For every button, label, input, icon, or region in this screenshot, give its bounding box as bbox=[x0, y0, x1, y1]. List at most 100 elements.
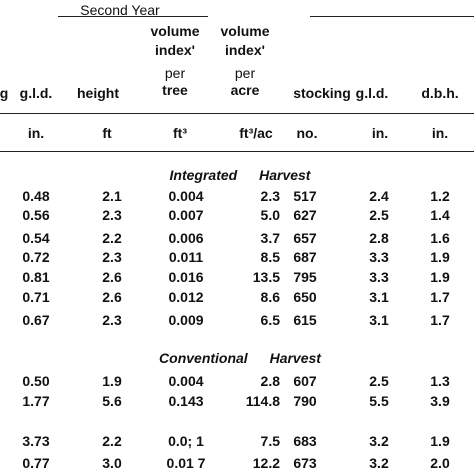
cell: 3.1 bbox=[369, 289, 389, 305]
cell: 0.50 bbox=[22, 373, 50, 389]
cell: 650 bbox=[293, 289, 317, 305]
cell: 657 bbox=[293, 230, 317, 246]
cell: 2.3 bbox=[102, 249, 122, 265]
column-header: g.l.d. bbox=[355, 85, 389, 101]
column-header: volume bbox=[150, 23, 200, 39]
column-header: volume bbox=[220, 23, 270, 39]
cell: 3.73 bbox=[22, 433, 50, 449]
cell: 2.3 bbox=[102, 207, 122, 223]
unit-label: in. bbox=[431, 125, 449, 141]
column-header: per bbox=[234, 65, 256, 81]
column-header: per bbox=[164, 65, 186, 81]
cell: 0.009 bbox=[168, 312, 204, 328]
column-header: tree bbox=[162, 82, 188, 98]
cell: 0.007 bbox=[168, 207, 204, 223]
cell: 2.8 bbox=[369, 230, 389, 246]
rule bbox=[310, 16, 474, 17]
cell: 0.56 bbox=[22, 207, 50, 223]
cell: 3.2 bbox=[369, 433, 389, 449]
unit-label: ft bbox=[102, 125, 112, 141]
cell: 5.0 bbox=[260, 207, 280, 223]
cell: 5.5 bbox=[369, 393, 389, 409]
cell: 1.9 bbox=[102, 373, 122, 389]
cell: 2.5 bbox=[369, 207, 389, 223]
cell: 2.5 bbox=[369, 373, 389, 389]
cell: 5.6 bbox=[102, 393, 122, 409]
column-header: stocking bbox=[293, 85, 351, 101]
cell: 1.4 bbox=[430, 207, 450, 223]
cell: 0.48 bbox=[22, 188, 50, 204]
rule bbox=[0, 113, 474, 114]
cell: 2.0 bbox=[430, 455, 450, 471]
cell: 607 bbox=[293, 373, 317, 389]
cell: 0.006 bbox=[168, 230, 204, 246]
cell: 1.77 bbox=[22, 393, 50, 409]
cell: 3.3 bbox=[369, 249, 389, 265]
cell: 13.5 bbox=[252, 269, 280, 285]
cell: 0.004 bbox=[168, 188, 204, 204]
unit-label: ft³/ac bbox=[239, 125, 273, 141]
cell: 2.6 bbox=[102, 289, 122, 305]
cell: 1.6 bbox=[430, 230, 450, 246]
cell: 8.6 bbox=[260, 289, 280, 305]
column-header: index' bbox=[155, 42, 195, 58]
cell: 687 bbox=[293, 249, 317, 265]
cell: 0.72 bbox=[22, 249, 50, 265]
cell: 3.7 bbox=[260, 230, 280, 246]
cell: 673 bbox=[293, 455, 317, 471]
cell: 627 bbox=[293, 207, 317, 223]
rule bbox=[0, 151, 474, 152]
cell: 0.012 bbox=[168, 289, 204, 305]
cell: 3.9 bbox=[430, 393, 450, 409]
cell: 1.9 bbox=[430, 249, 450, 265]
unit-label: in. bbox=[27, 125, 45, 141]
cell: 1.3 bbox=[430, 373, 450, 389]
cell: 3.1 bbox=[369, 312, 389, 328]
column-header: acre bbox=[230, 82, 260, 98]
cell: 2.2 bbox=[102, 230, 122, 246]
cell: 2.2 bbox=[102, 433, 122, 449]
section-title: Integrated Harvest bbox=[169, 167, 311, 183]
cell: 3.2 bbox=[369, 455, 389, 471]
column-header: height bbox=[77, 85, 119, 101]
cell: 1.7 bbox=[430, 312, 450, 328]
cell: 790 bbox=[293, 393, 317, 409]
cell: 0.004 bbox=[168, 373, 204, 389]
cell: 2.3 bbox=[260, 188, 280, 204]
cell: 1.2 bbox=[430, 188, 450, 204]
unit-label: in. bbox=[371, 125, 389, 141]
cell: 0.67 bbox=[22, 312, 50, 328]
cell: 795 bbox=[293, 269, 317, 285]
cell: 114.8 bbox=[245, 393, 280, 409]
cell: 1.9 bbox=[430, 433, 450, 449]
cell: 2.4 bbox=[369, 188, 389, 204]
cell: 1.9 bbox=[430, 269, 450, 285]
unit-label: no. bbox=[296, 125, 318, 141]
cell: 517 bbox=[293, 188, 317, 204]
cell: 0.77 bbox=[22, 455, 50, 471]
cell: 0.01 7 bbox=[166, 455, 206, 471]
cell: 2.6 bbox=[102, 269, 122, 285]
cell: 8.5 bbox=[260, 249, 280, 265]
cell: 615 bbox=[293, 312, 317, 328]
cell: 2.8 bbox=[260, 373, 280, 389]
unit-label: ft³ bbox=[173, 125, 187, 141]
cell: 3.3 bbox=[369, 269, 389, 285]
cell: 0.54 bbox=[22, 230, 50, 246]
cell: 0.0; 1 bbox=[168, 433, 204, 449]
cell: 0.016 bbox=[168, 269, 204, 285]
cell: 0.81 bbox=[22, 269, 50, 285]
rule bbox=[58, 16, 208, 17]
cell: 2.1 bbox=[102, 188, 122, 204]
column-header: g bbox=[0, 85, 9, 101]
cell: 3.0 bbox=[102, 455, 122, 471]
column-header: index' bbox=[225, 42, 265, 58]
cell: 0.71 bbox=[22, 289, 50, 305]
section-title: Conventional Harvest bbox=[159, 350, 321, 366]
column-header: g.l.d. bbox=[19, 85, 53, 101]
cell: 1.7 bbox=[430, 289, 450, 305]
column-header: d.b.h. bbox=[421, 85, 459, 101]
cell: 6.5 bbox=[260, 312, 280, 328]
group-title: Second Year bbox=[80, 2, 160, 18]
